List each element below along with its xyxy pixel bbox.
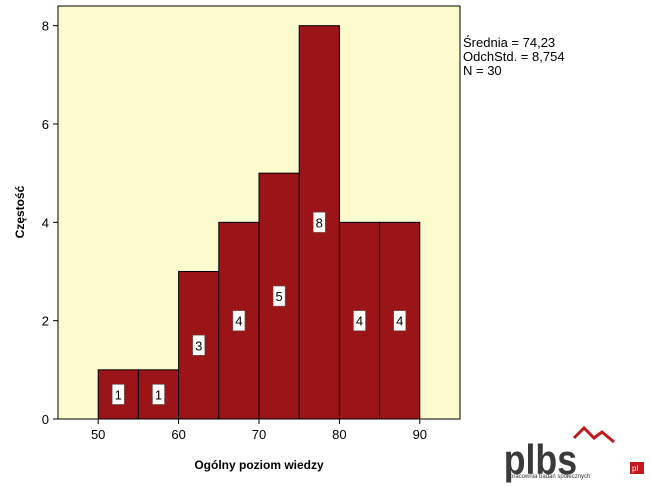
x-tick-label-90: 90	[413, 427, 427, 442]
axes-group: 0 2 4 6 8 50 60 70 80 90	[42, 19, 427, 442]
bar-count-label-6: 8	[316, 215, 323, 230]
bar-count-box-1	[112, 384, 125, 405]
mean-stat: Średnia = 74,23	[463, 35, 556, 50]
bar-count-box-2	[152, 384, 165, 405]
bar-count-label-3: 3	[195, 338, 202, 353]
y-axis-label: Częstość	[13, 185, 27, 238]
histogram-bar-6	[298, 25, 340, 420]
stddev-stat: OdchStd. = 8,754	[463, 49, 565, 64]
bar-count-label-1: 1	[115, 387, 122, 402]
x-tick-label-50: 50	[91, 427, 105, 442]
statistics-box: Średnia = 74,23 OdchStd. = 8,754 N = 30	[463, 36, 565, 78]
svg-text:pl: pl	[632, 464, 638, 473]
y-tick-label-8: 8	[42, 19, 49, 34]
y-tick-label-2: 2	[42, 314, 49, 329]
y-tick-label-6: 6	[42, 117, 49, 132]
bar-count-label-2: 1	[155, 387, 162, 402]
plbs-logo: plbs pracownia badań społecznych pl	[504, 425, 644, 484]
y-tick-label-0: 0	[42, 412, 49, 427]
x-tick-label-80: 80	[332, 427, 346, 442]
svg-text:plbs: plbs	[504, 437, 577, 483]
bar-count-box-3	[192, 335, 205, 356]
n-stat: N = 30	[463, 63, 502, 78]
bar-count-label-7: 4	[356, 314, 363, 329]
x-tick-label-70: 70	[252, 427, 266, 442]
x-axis-label: Ogólny poziom wiedzy	[194, 458, 324, 472]
svg-text:pracownia badań społecznych: pracownia badań społecznych	[510, 474, 590, 480]
bar-count-box-7	[353, 310, 366, 331]
bar-count-label-4: 4	[235, 314, 242, 329]
bars-group: 1 1 3 4 5 8 4 4	[97, 25, 421, 420]
bar-count-box-5	[272, 285, 286, 307]
bar-count-box-6	[313, 212, 326, 233]
x-tick-label-60: 60	[171, 427, 185, 442]
bar-count-box-8	[393, 310, 406, 331]
bar-count-label-5: 5	[275, 289, 282, 304]
bar-count-box-4	[232, 310, 246, 331]
y-tick-label-4: 4	[42, 215, 49, 230]
bar-count-label-8: 4	[396, 314, 403, 329]
